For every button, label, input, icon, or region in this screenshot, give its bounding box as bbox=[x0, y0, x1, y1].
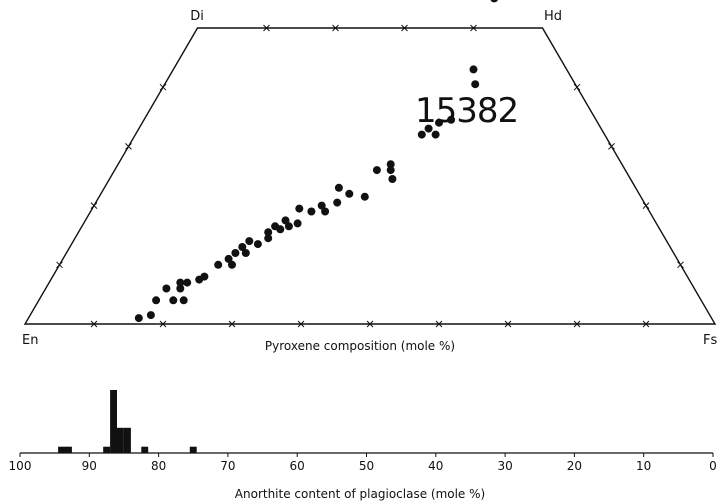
vertex-label-en: En bbox=[22, 333, 38, 348]
pyroxene-points bbox=[134, 0, 498, 323]
pyroxene-point bbox=[333, 198, 342, 207]
pyroxene-point bbox=[317, 201, 326, 210]
pyroxene-point bbox=[179, 296, 188, 305]
pyroxene-point bbox=[424, 124, 433, 133]
pyroxene-point bbox=[200, 272, 209, 281]
pyroxene-point bbox=[152, 296, 161, 305]
pyroxene-point bbox=[231, 249, 240, 257]
right-edge-tick bbox=[677, 261, 684, 269]
pyroxene-point bbox=[386, 166, 395, 175]
histogram-bar bbox=[103, 446, 111, 453]
top-tick bbox=[401, 24, 408, 32]
pyroxene-axis-label: Pyroxene composition (mole %) bbox=[265, 339, 455, 353]
pyroxene-point bbox=[295, 204, 304, 213]
base-tick bbox=[573, 320, 581, 328]
base-tick bbox=[90, 320, 98, 328]
histogram-tick-label: 10 bbox=[636, 459, 651, 473]
histogram-bar bbox=[189, 446, 197, 453]
pyroxene-point bbox=[162, 284, 171, 293]
base-tick bbox=[642, 320, 650, 328]
pyroxene-point bbox=[253, 240, 262, 249]
pyroxene-point bbox=[345, 189, 354, 198]
pyroxene-point bbox=[176, 278, 185, 287]
histogram-bar bbox=[141, 446, 149, 453]
top-tick bbox=[332, 24, 339, 32]
histogram-bar bbox=[110, 390, 117, 453]
base-tick bbox=[228, 320, 236, 328]
pyroxene-point bbox=[264, 234, 273, 243]
pyroxene-point bbox=[238, 243, 247, 251]
pyroxene-point bbox=[264, 228, 273, 237]
pyroxene-point bbox=[293, 219, 302, 228]
right-edge-tick bbox=[642, 202, 650, 209]
pyroxene-point bbox=[431, 130, 440, 139]
plagioclase-axis-label: Anorthite content of plagioclase (mole %… bbox=[235, 487, 485, 501]
top-tick bbox=[470, 24, 477, 32]
pyroxene-point bbox=[386, 160, 395, 169]
histogram-tick-label: 70 bbox=[220, 459, 235, 473]
pyroxene-point bbox=[307, 207, 316, 216]
pyroxene-point bbox=[228, 260, 236, 269]
plagioclase-histogram: 100 90 80 70 60 50 40 30 20 10 0 bbox=[9, 390, 717, 473]
top-tick bbox=[263, 24, 270, 32]
left-edge-tick bbox=[90, 202, 98, 209]
pyroxene-point bbox=[360, 192, 369, 201]
base-tick bbox=[159, 320, 167, 328]
sample-label: 15382 bbox=[415, 91, 518, 131]
pyroxene-point bbox=[490, 0, 498, 3]
pyroxene-point bbox=[214, 260, 223, 269]
pyroxene-point bbox=[224, 254, 233, 263]
pyroxene-point bbox=[146, 311, 155, 320]
pyroxene-point bbox=[435, 118, 443, 127]
quadrilateral-outline bbox=[23, 27, 717, 325]
histogram-tick-label: 100 bbox=[9, 459, 32, 473]
histogram-tick-label: 20 bbox=[567, 459, 582, 473]
pyroxene-point bbox=[469, 65, 478, 74]
pyroxene-point bbox=[372, 166, 381, 175]
pyroxene-quadrilateral bbox=[23, 24, 717, 328]
histogram-bar bbox=[65, 446, 72, 453]
histogram-tick-label: 30 bbox=[497, 459, 512, 473]
left-edge-tick bbox=[56, 261, 63, 269]
histogram-tick-label: 80 bbox=[151, 459, 166, 473]
left-edge-tick bbox=[159, 83, 167, 91]
pyroxene-point bbox=[271, 222, 280, 231]
histogram-tick-label: 60 bbox=[290, 459, 305, 473]
histogram-tick-label: 0 bbox=[709, 459, 717, 473]
pyroxene-point bbox=[183, 278, 192, 287]
pyroxene-point bbox=[284, 222, 293, 231]
pyroxene-point bbox=[134, 314, 143, 323]
pyroxene-point bbox=[388, 175, 397, 183]
pyroxene-point bbox=[417, 130, 426, 139]
histogram-tick-label: 40 bbox=[428, 459, 443, 473]
pyroxene-point bbox=[241, 249, 250, 257]
left-edge-tick bbox=[125, 143, 132, 150]
pyroxene-point bbox=[447, 115, 456, 124]
histogram-bar bbox=[124, 427, 131, 453]
pyroxene-point bbox=[169, 296, 178, 305]
vertex-label-fs: Fs bbox=[703, 333, 717, 348]
base-tick bbox=[435, 320, 443, 328]
histogram-bar bbox=[58, 446, 65, 453]
base-tick bbox=[297, 320, 305, 328]
pyroxene-point bbox=[281, 216, 290, 225]
right-edge-tick bbox=[608, 143, 615, 150]
pyroxene-point bbox=[245, 237, 254, 246]
histogram-tick-label: 50 bbox=[359, 459, 374, 473]
pyroxene-point bbox=[321, 207, 330, 216]
histogram-bar bbox=[117, 427, 124, 453]
vertex-label-di: Di bbox=[190, 9, 204, 24]
right-edge-tick bbox=[573, 83, 581, 91]
base-tick bbox=[366, 320, 374, 328]
pyroxene-point bbox=[176, 284, 185, 293]
base-tick bbox=[504, 320, 512, 328]
vertex-label-hd: Hd bbox=[544, 9, 562, 24]
pyroxene-point bbox=[471, 80, 480, 89]
histogram-tick-label: 90 bbox=[82, 459, 97, 473]
pyroxene-point bbox=[334, 183, 343, 192]
